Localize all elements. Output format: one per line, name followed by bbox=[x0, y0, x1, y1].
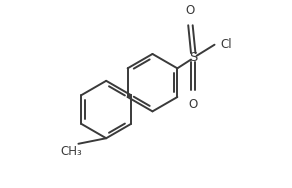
Text: O: O bbox=[186, 4, 195, 17]
Text: Cl: Cl bbox=[220, 38, 232, 51]
Text: CH₃: CH₃ bbox=[60, 145, 82, 158]
Text: S: S bbox=[189, 51, 197, 64]
Text: O: O bbox=[189, 98, 198, 111]
